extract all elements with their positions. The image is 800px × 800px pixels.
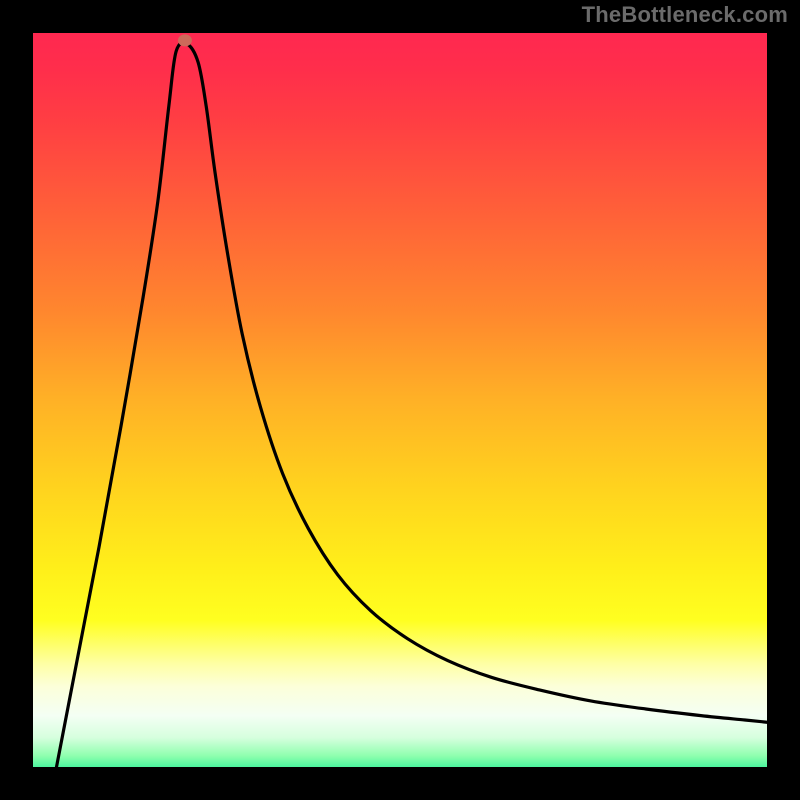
frame-bottom [0,767,800,800]
optimal-point-marker [178,34,192,46]
bottleneck-curve-chart [0,0,800,800]
frame-left [0,0,33,800]
chart-container: TheBottleneck.com [0,0,800,800]
watermark-text: TheBottleneck.com [582,2,788,28]
plot-background [33,33,767,767]
frame-right [767,0,800,800]
